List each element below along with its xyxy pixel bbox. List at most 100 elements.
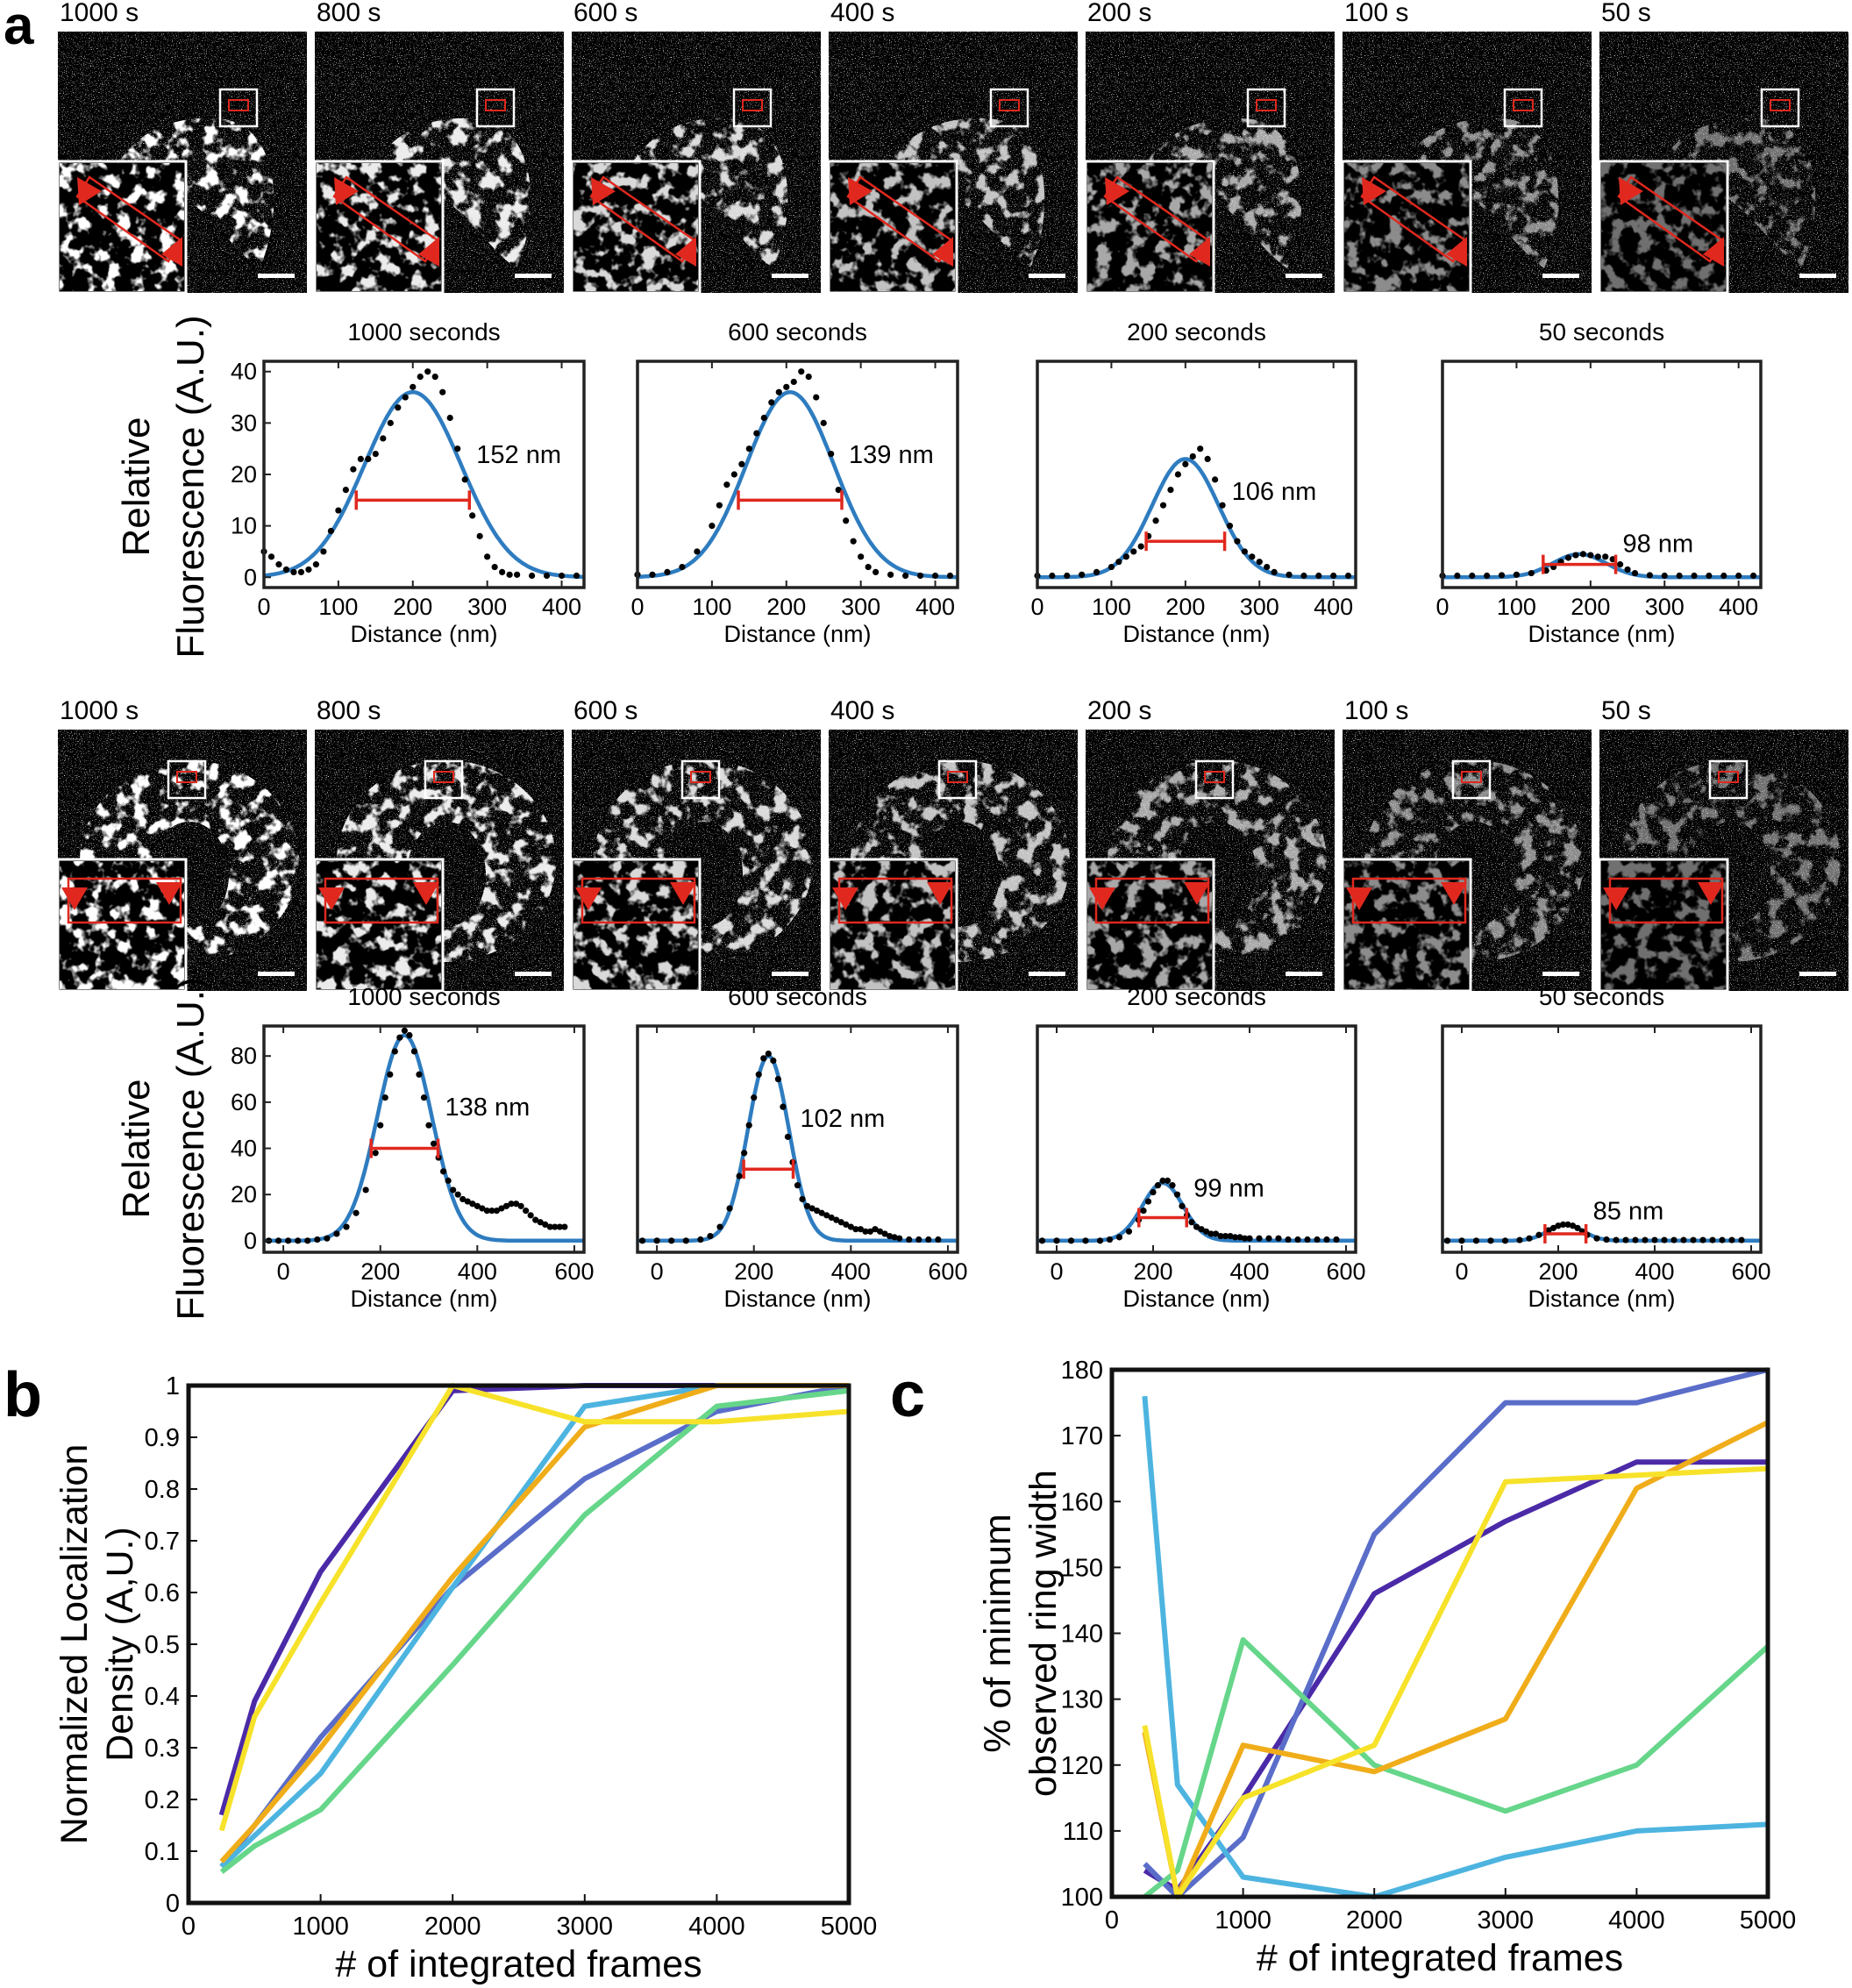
series-line-series-4 <box>1143 1637 1770 1899</box>
x-tick-label: 0 <box>182 1913 196 1941</box>
profile-data-point <box>1516 1236 1523 1243</box>
profile-data-point <box>1569 1222 1577 1229</box>
profile-data-point <box>1249 553 1256 560</box>
profile-data-point <box>1115 559 1122 566</box>
micrograph-time-label: 200 s <box>1087 696 1151 725</box>
profile-end-arrow <box>161 237 182 267</box>
y-tick-label: 170 <box>1061 1422 1103 1450</box>
profile-data-point <box>476 532 483 539</box>
profile-data-point <box>1501 1237 1509 1244</box>
x-tick-label: 400 <box>915 594 955 620</box>
scale-bar <box>1542 274 1579 278</box>
profile-data-point <box>267 553 275 560</box>
profile-data-point <box>1728 1236 1735 1243</box>
profile-data-point <box>304 1237 311 1244</box>
profile-data-point <box>1631 569 1639 577</box>
micrograph-time-label: 200 s <box>1087 0 1151 27</box>
series-line-series-4 <box>219 1387 850 1874</box>
x-tick-label: 4000 <box>1608 1906 1665 1935</box>
micrograph-panel: 200 s <box>1084 696 1335 993</box>
y-tick-label: 0 <box>166 1890 180 1918</box>
selection-square <box>937 759 978 800</box>
micrograph-panel: 50 s <box>1598 0 1848 295</box>
profile-start-arrow <box>575 887 602 910</box>
profile-data-point <box>1164 1177 1172 1184</box>
profile-data-point <box>881 1230 888 1237</box>
profile-data-point <box>381 1094 388 1101</box>
profile-data-point <box>1624 566 1631 574</box>
x-tick-label: 300 <box>841 594 880 620</box>
profile-data-point <box>803 1202 811 1209</box>
selection-square <box>1760 88 1800 128</box>
x-tick-label: 200 <box>1133 1258 1172 1285</box>
profile-data-point <box>1125 1228 1133 1235</box>
y-tick-label: 160 <box>1061 1488 1103 1516</box>
scale-bar <box>772 972 808 976</box>
x-tick-label: 3000 <box>1478 1906 1535 1935</box>
profile-data-point <box>1079 571 1086 578</box>
y-tick-label: 20 <box>231 461 257 488</box>
profile-data-point <box>542 1221 549 1229</box>
profile-data-point <box>1738 1236 1745 1243</box>
profile-data-point <box>410 383 417 390</box>
x-tick-label: 100 <box>692 594 731 620</box>
profile-data-point <box>1108 563 1115 571</box>
x-tick-label: 400 <box>542 594 581 620</box>
profile-data-point <box>1193 1223 1200 1230</box>
profile-data-point <box>768 399 775 406</box>
profile-data-point <box>1275 1235 1282 1242</box>
profile-start-arrow <box>318 887 345 910</box>
profile-axes-box <box>1441 1024 1763 1254</box>
profile-data-point <box>1613 1236 1620 1243</box>
selection-square <box>424 759 464 800</box>
scale-bar <box>515 972 552 976</box>
x-tick-label: 600 <box>1326 1258 1365 1285</box>
selection-square <box>1451 759 1492 800</box>
profile-xlabel: Distance (nm) <box>1122 1286 1270 1312</box>
micrograph-panel: 1000 s <box>56 696 307 993</box>
x-tick-label: 400 <box>831 1258 871 1285</box>
y-tick-label: 0 <box>244 1228 257 1254</box>
profile-data-point <box>1130 548 1137 555</box>
profile-data-point <box>1314 1236 1321 1243</box>
profile-data-point <box>343 1223 350 1230</box>
series-line-series-3 <box>219 1383 849 1869</box>
y-tick-label: 110 <box>1063 1818 1103 1846</box>
profile-xlabel: Distance (nm) <box>350 1286 497 1312</box>
x-tick-label: 5000 <box>1740 1906 1797 1935</box>
profile-data-point <box>1469 572 1476 580</box>
y-tick-label: 180 <box>1061 1357 1103 1385</box>
micrograph-time-label: 800 s <box>317 696 381 725</box>
y-tick-label: 0.7 <box>145 1528 180 1556</box>
inset-texture <box>573 861 698 989</box>
selection-line-profile <box>1256 99 1277 111</box>
profile-data-point <box>850 538 857 545</box>
profile-data-point <box>649 571 656 578</box>
profile-data-point <box>1443 1237 1451 1244</box>
profile-data-point <box>765 1050 772 1058</box>
profile-data-point <box>410 1048 418 1055</box>
fwhm-label: 85 nm <box>1593 1198 1664 1226</box>
x-tick-label: 600 <box>1731 1258 1770 1285</box>
inset-texture <box>1344 861 1469 989</box>
profile-data-point <box>1294 1236 1301 1243</box>
profile-data-point <box>461 476 468 483</box>
micrograph-time-label: 100 s <box>1344 696 1408 725</box>
profile-data-point <box>446 414 453 422</box>
profile-start-arrow <box>591 177 616 205</box>
y-tick-label: 0.2 <box>145 1786 180 1814</box>
selection-line-profile <box>433 771 454 783</box>
profile-data-point <box>320 548 327 555</box>
profile-data-point <box>512 1201 520 1208</box>
micrograph-time-label: 600 s <box>573 696 638 725</box>
profile-data-point <box>770 1057 777 1065</box>
selection-line-profile <box>742 99 763 111</box>
profile-data-point <box>1198 1226 1205 1233</box>
profile-data-point <box>491 563 498 571</box>
line-profile-box <box>1351 877 1467 924</box>
profile-start-arrow <box>1619 177 1643 205</box>
profile-data-point <box>805 373 812 381</box>
gaussian-fit-line <box>637 389 958 580</box>
panel-label-c: c <box>890 1360 925 1430</box>
